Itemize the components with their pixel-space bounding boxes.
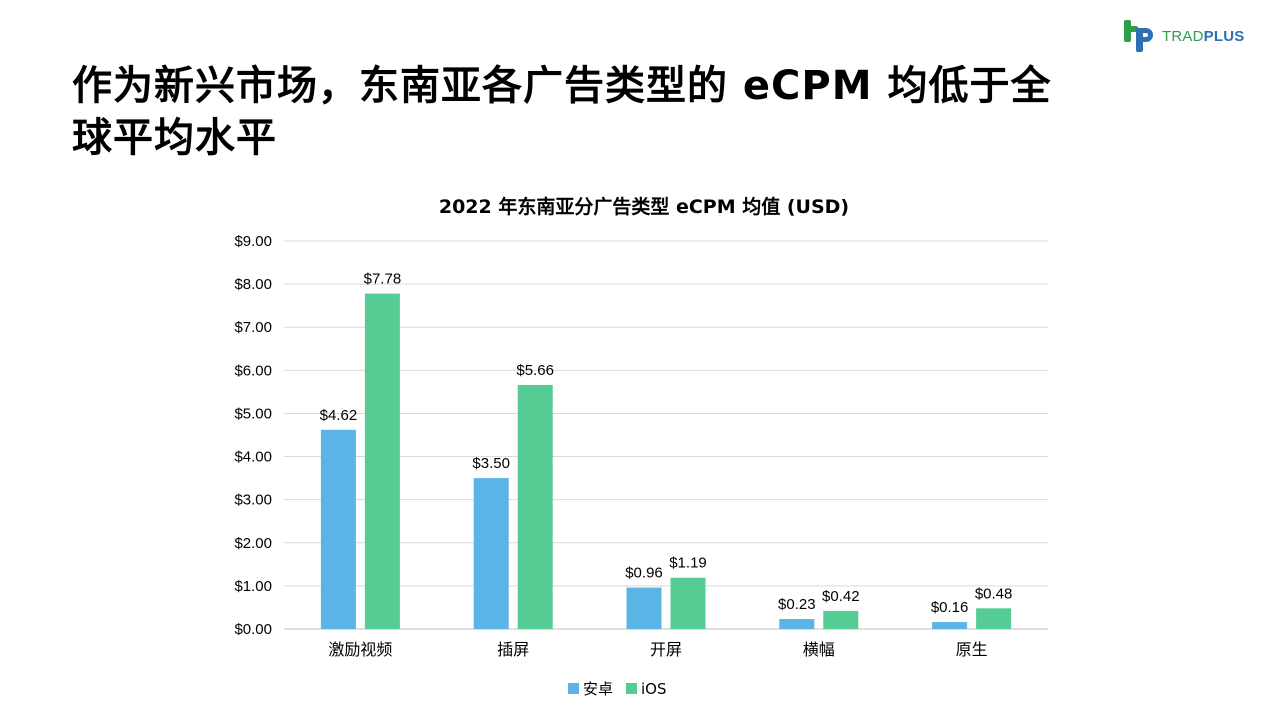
data-label: $0.96 bbox=[625, 565, 663, 582]
y-tick-label: $4.00 bbox=[234, 449, 272, 466]
x-category-label: 开屏 bbox=[650, 640, 682, 659]
y-tick-label: $7.00 bbox=[234, 319, 272, 336]
x-category-label: 激励视频 bbox=[328, 640, 392, 659]
bar-ios bbox=[823, 610, 859, 629]
y-tick-label: $3.00 bbox=[234, 492, 272, 509]
x-category-label: 插屏 bbox=[497, 640, 529, 659]
legend-label: iOS bbox=[641, 680, 667, 698]
bar-android bbox=[779, 619, 815, 629]
y-tick-label: $5.00 bbox=[234, 405, 272, 422]
bar-android bbox=[473, 478, 509, 629]
data-label: $4.62 bbox=[320, 407, 358, 424]
data-label: $5.66 bbox=[516, 362, 554, 379]
y-tick-label: $1.00 bbox=[234, 578, 272, 595]
bar-ios bbox=[517, 384, 553, 629]
bar-ios bbox=[364, 293, 400, 629]
x-axis-categories: 激励视频 插屏 开屏 横幅 原生 bbox=[328, 640, 987, 659]
legend: 安卓 iOS bbox=[568, 680, 667, 698]
bar-android bbox=[320, 429, 356, 629]
tradplus-logo: TRADPLUS bbox=[1122, 18, 1244, 54]
gridlines bbox=[284, 240, 1048, 630]
chart-title: 2022 年东南亚分广告类型 eCPM 均值 (USD) bbox=[439, 195, 849, 218]
bars bbox=[320, 293, 1012, 629]
y-tick-label: $8.00 bbox=[234, 276, 272, 293]
x-category-label: 横幅 bbox=[803, 640, 835, 659]
data-label: $0.42 bbox=[822, 588, 860, 605]
bar-ios bbox=[976, 608, 1012, 629]
data-label: $0.48 bbox=[975, 585, 1013, 602]
y-tick-label: $0.00 bbox=[234, 621, 272, 638]
data-label: $0.23 bbox=[778, 596, 816, 613]
data-label: $0.16 bbox=[931, 599, 969, 616]
slide-title: 作为新兴市场，东南亚各广告类型的 eCPM 均低于全球平均水平 bbox=[72, 63, 1052, 161]
data-label: $3.50 bbox=[472, 455, 510, 472]
data-label: $1.19 bbox=[669, 555, 707, 572]
data-label: $7.78 bbox=[364, 271, 402, 288]
bar-android bbox=[932, 622, 968, 629]
x-category-label: 原生 bbox=[956, 640, 988, 659]
legend-label: 安卓 bbox=[583, 680, 613, 698]
y-axis-ticks: $0.00 $1.00 $2.00 $3.00 $4.00 $5.00 $6.00 $7.00… bbox=[234, 233, 272, 638]
legend-swatch bbox=[626, 683, 637, 694]
y-tick-label: $2.00 bbox=[234, 535, 272, 552]
tradplus-wordmark: TRADPLUS bbox=[1162, 27, 1245, 45]
bar-ios bbox=[670, 577, 706, 629]
y-tick-label: $9.00 bbox=[234, 233, 272, 250]
y-tick-label: $6.00 bbox=[234, 362, 272, 379]
legend-swatch bbox=[568, 683, 579, 694]
data-labels: $4.62 $7.78 $3.50 $5.66 $0.96 $1.19 $0.23 $0.42… bbox=[320, 271, 1013, 617]
tradplus-logo-icon bbox=[1124, 20, 1153, 52]
bar-android bbox=[626, 587, 662, 629]
